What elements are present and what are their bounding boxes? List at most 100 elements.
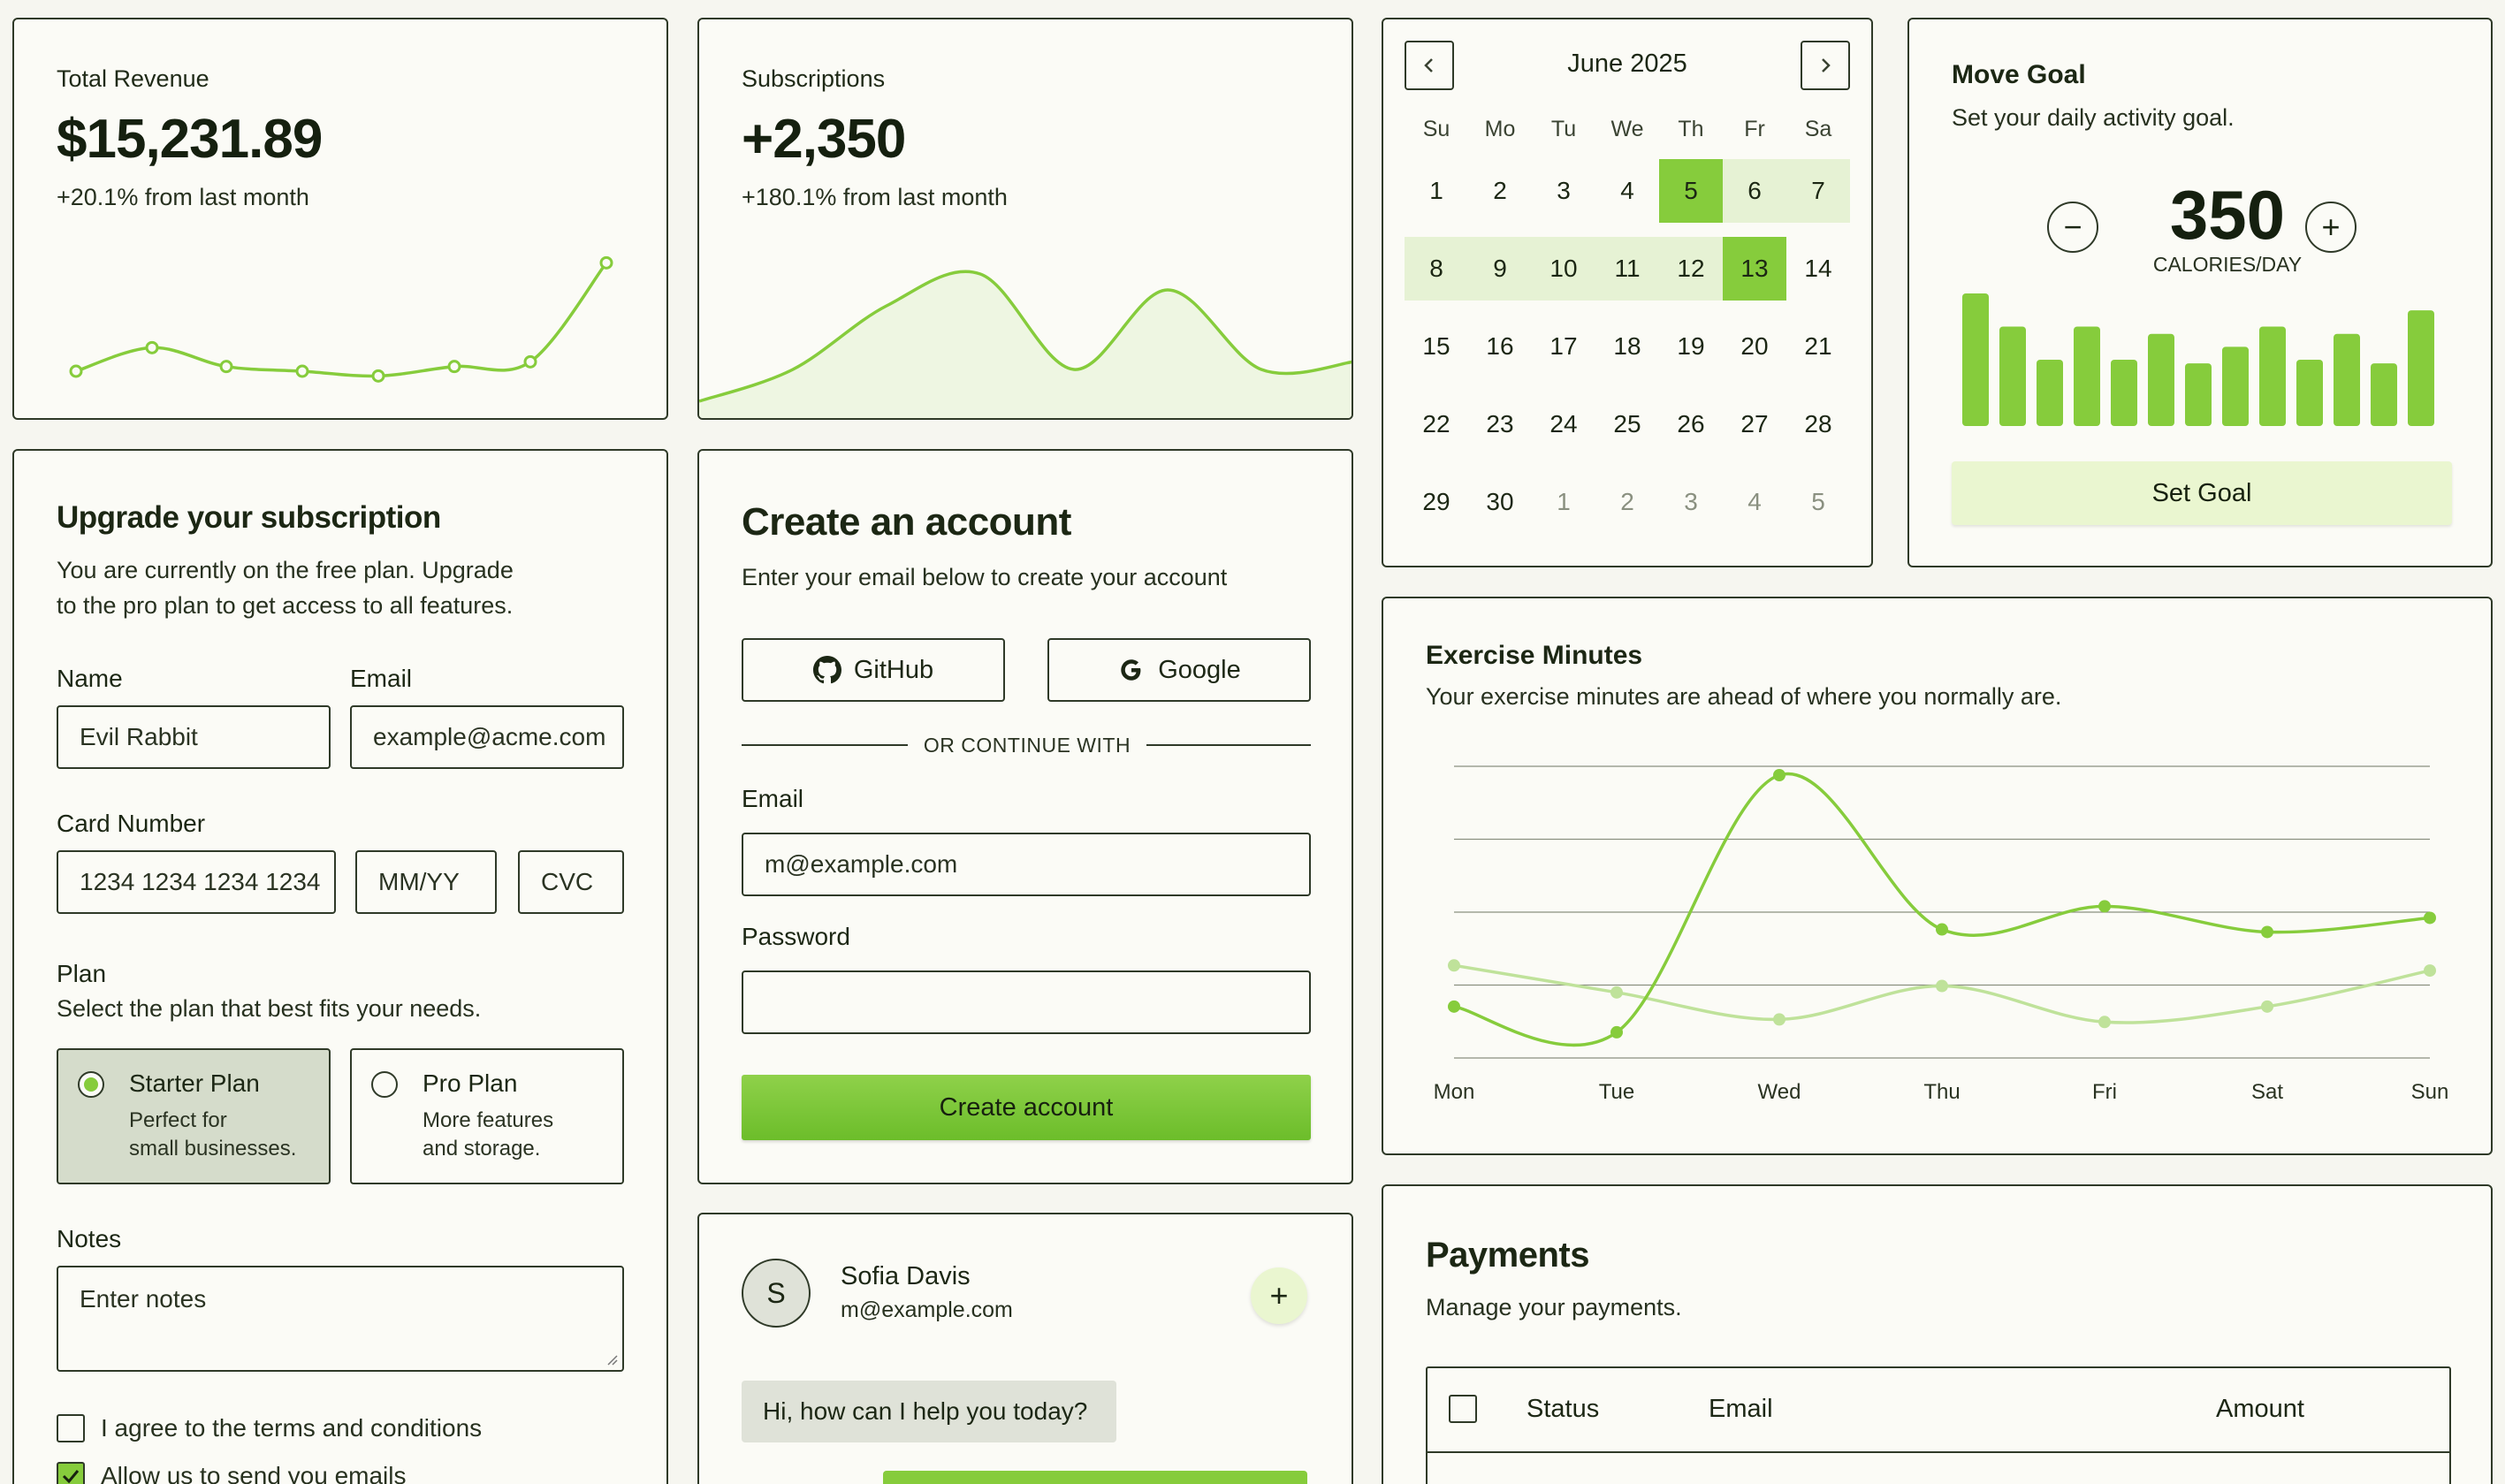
calendar-day[interactable]: 1 (1429, 177, 1443, 204)
column-status[interactable]: Status (1527, 1395, 1600, 1423)
upgrade-title: Upgrade your subscription (57, 500, 441, 535)
weekday-label: Su (1422, 117, 1450, 141)
move-goal-card: Move Goal Set your daily activity goal. … (1907, 18, 2493, 567)
calendar-day[interactable]: 10 (1532, 237, 1595, 301)
github-button[interactable]: GitHub (742, 638, 1005, 702)
exercise-point (2261, 925, 2273, 939)
calendar-day[interactable]: 30 (1486, 488, 1514, 515)
calendar-day[interactable]: 5 (1659, 159, 1723, 223)
checkmark-icon (62, 1470, 80, 1484)
x-tick-label: Tue (1599, 1080, 1634, 1104)
subscriptions-line (699, 270, 1351, 403)
calendar-day[interactable]: 20 (1740, 332, 1769, 360)
calendar-prev-button[interactable] (1405, 41, 1454, 90)
starter-plan-option[interactable]: Starter Plan Perfect for small businesse… (57, 1048, 331, 1184)
calendar-day[interactable]: 8 (1405, 237, 1468, 301)
create-account-button[interactable]: Create account (742, 1075, 1311, 1140)
calendar-day[interactable]: 15 (1422, 332, 1450, 360)
emails-checkbox[interactable] (57, 1462, 85, 1484)
calendar-day[interactable]: 3 (1684, 488, 1698, 515)
calendar-day[interactable]: 24 (1549, 410, 1578, 438)
subscriptions-area (699, 271, 1351, 418)
set-goal-button[interactable]: Set Goal (1952, 461, 2452, 525)
exercise-point (1610, 986, 1623, 999)
calendar-day[interactable]: 7 (1786, 159, 1850, 223)
calendar-day[interactable]: 4 (1747, 488, 1762, 515)
exercise-point (2424, 964, 2436, 978)
calendar-day[interactable]: 12 (1659, 237, 1723, 301)
cvc-input[interactable]: CVC (518, 850, 624, 914)
exercise-point (2424, 911, 2436, 925)
chevron-right-icon (1822, 58, 1831, 72)
card-number-input[interactable]: 1234 1234 1234 1234 (57, 850, 336, 914)
calendar-day[interactable]: 14 (1804, 255, 1832, 282)
calendar-day[interactable]: 3 (1557, 177, 1571, 204)
subscriptions-value: +2,350 (742, 109, 906, 170)
revenue-point (447, 360, 461, 374)
payments-subtitle: Manage your payments. (1426, 1294, 1682, 1320)
calendar-day[interactable]: 25 (1613, 410, 1641, 438)
pro-plan-option[interactable]: Pro Plan More features and storage. (350, 1048, 624, 1184)
exercise-point (1448, 959, 1460, 972)
chat-reply-bubble (883, 1471, 1307, 1484)
calendar-day[interactable]: 23 (1486, 410, 1514, 438)
calendar-day[interactable]: 19 (1677, 332, 1705, 360)
exercise-point (1936, 979, 1948, 993)
calendar-day[interactable]: 1 (1557, 488, 1571, 515)
terms-checkbox[interactable] (57, 1414, 85, 1442)
account-email-input[interactable]: m@example.com (742, 833, 1311, 896)
select-all-checkbox[interactable] (1449, 1395, 1477, 1423)
notes-label: Notes (57, 1225, 122, 1252)
resize-handle-icon[interactable] (606, 1354, 619, 1366)
calendar-day[interactable]: 13 (1723, 237, 1786, 301)
calendar-day[interactable]: 6 (1723, 159, 1786, 223)
calendar-day[interactable]: 9 (1468, 237, 1532, 301)
name-input[interactable]: Evil Rabbit (57, 705, 331, 769)
calendar-next-button[interactable] (1801, 41, 1850, 90)
name-label: Name (57, 665, 123, 692)
column-amount[interactable]: Amount (2216, 1395, 2304, 1423)
email-label: Email (350, 665, 413, 692)
x-tick-label: Thu (1923, 1080, 1960, 1104)
calendar-day[interactable]: 26 (1677, 410, 1705, 438)
exercise-point (2098, 900, 2111, 913)
google-button[interactable]: Google (1047, 638, 1311, 702)
revenue-point (295, 364, 309, 378)
calendar-card: June 2025 Su Mo Tu We Th Fr Sa 1 2 3 4 5 6 7 8 9 10 11 12 1… (1382, 18, 1873, 567)
decrease-goal-button[interactable]: − (2047, 202, 2098, 253)
add-contact-button[interactable]: + (1251, 1267, 1307, 1324)
notes-textarea[interactable]: Enter notes (57, 1266, 624, 1372)
calendar-day[interactable]: 29 (1422, 488, 1450, 515)
payments-title: Payments (1426, 1236, 1589, 1275)
calendar-day[interactable]: 11 (1595, 237, 1659, 301)
pro-plan-name: Pro Plan (423, 1069, 518, 1097)
calendar-day[interactable]: 17 (1549, 332, 1578, 360)
calendar-day[interactable]: 27 (1740, 410, 1769, 438)
calendar-day[interactable]: 4 (1620, 177, 1634, 204)
calendar-day[interactable]: 18 (1613, 332, 1641, 360)
calendar-day[interactable]: 2 (1620, 488, 1634, 515)
expiry-input[interactable]: MM/YY (355, 850, 497, 914)
goal-bar (2185, 363, 2212, 426)
calendar-day[interactable]: 28 (1804, 410, 1832, 438)
calendar-day[interactable]: 2 (1493, 177, 1507, 204)
password-input[interactable] (742, 970, 1311, 1034)
exercise-point (2098, 1016, 2111, 1029)
starter-plan-desc-1: Perfect for (129, 1108, 227, 1132)
upgrade-description-line-1: You are currently on the free plan. Upgr… (57, 557, 514, 583)
email-input[interactable]: example@acme.com (350, 705, 624, 769)
exercise-title: Exercise Minutes (1426, 641, 1643, 670)
calendar-day[interactable]: 16 (1486, 332, 1514, 360)
terms-label: I agree to the terms and conditions (101, 1414, 483, 1442)
calendar-day[interactable]: 22 (1422, 410, 1450, 438)
subscriptions-change: +180.1% from last month (742, 184, 1008, 210)
weekday-label: Mo (1484, 117, 1516, 141)
minus-icon: − (2063, 209, 2082, 245)
increase-goal-button[interactable]: + (2305, 202, 2357, 253)
calendar-day[interactable]: 21 (1804, 332, 1832, 360)
set-goal-label: Set Goal (2151, 478, 2252, 507)
calendar-day[interactable]: 5 (1811, 488, 1825, 515)
column-email[interactable]: Email (1709, 1395, 1773, 1423)
goal-bar (2334, 333, 2360, 426)
goal-bar (1999, 326, 2026, 426)
